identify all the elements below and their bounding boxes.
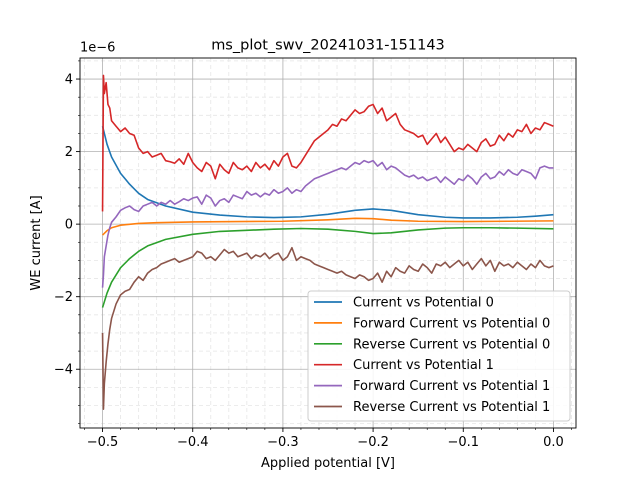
- legend-label-reverse-current-vs-potential-0: Reverse Current vs Potential 0: [353, 337, 550, 352]
- series-line-current-vs-potential-0: [101, 126, 554, 219]
- plot-frame: [79, 57, 577, 429]
- legend-label-forward-current-vs-potential-0: Forward Current vs Potential 0: [353, 316, 550, 331]
- major-grid: [80, 58, 576, 428]
- series-line-forward-current-vs-potential-1: [101, 159, 554, 288]
- y-tick-label: −4: [54, 363, 73, 378]
- x-tick-label: −0.3: [267, 435, 299, 450]
- series-line-forward-current-vs-potential-0: [101, 217, 554, 236]
- series-line-reverse-current-vs-potential-1: [101, 246, 554, 410]
- y-axis: −4 −2 0 2 4: [54, 60, 80, 424]
- x-axis: −0.5 −0.4 −0.3 −0.2 −0.1 0.0: [84, 428, 572, 450]
- series-line-reverse-current-vs-potential-0: [101, 226, 554, 308]
- y-scale-offset-label: 1e−6: [80, 41, 115, 56]
- x-tick-label: −0.1: [447, 435, 479, 450]
- x-tick-label: −0.5: [87, 435, 119, 450]
- legend: Current vs Potential 0 Forward Current vs…: [307, 290, 571, 422]
- x-tick-label: −0.4: [177, 435, 209, 450]
- legend-label-current-vs-potential-0: Current vs Potential 0: [353, 296, 494, 311]
- legend-label-reverse-current-vs-potential-1: Reverse Current vs Potential 1: [353, 400, 550, 415]
- series-line-current-vs-potential-1: [101, 74, 554, 212]
- legend-box: [307, 290, 571, 422]
- y-tick-label: 2: [65, 145, 73, 160]
- y-tick-label: 0: [65, 218, 73, 233]
- x-axis-label: Applied potential [V]: [261, 456, 395, 471]
- y-tick-label: 4: [65, 73, 73, 88]
- x-tick-label: −0.2: [357, 435, 389, 450]
- series-layer: [101, 74, 554, 410]
- legend-label-current-vs-potential-1: Current vs Potential 1: [353, 358, 494, 373]
- y-tick-label: −2: [54, 290, 73, 305]
- y-axis-label: WE current [A]: [29, 195, 44, 290]
- chart-title: ms_plot_swv_20241031-151143: [211, 38, 445, 54]
- legend-label-forward-current-vs-potential-1: Forward Current vs Potential 1: [353, 379, 550, 394]
- x-tick-label: 0.0: [543, 435, 564, 450]
